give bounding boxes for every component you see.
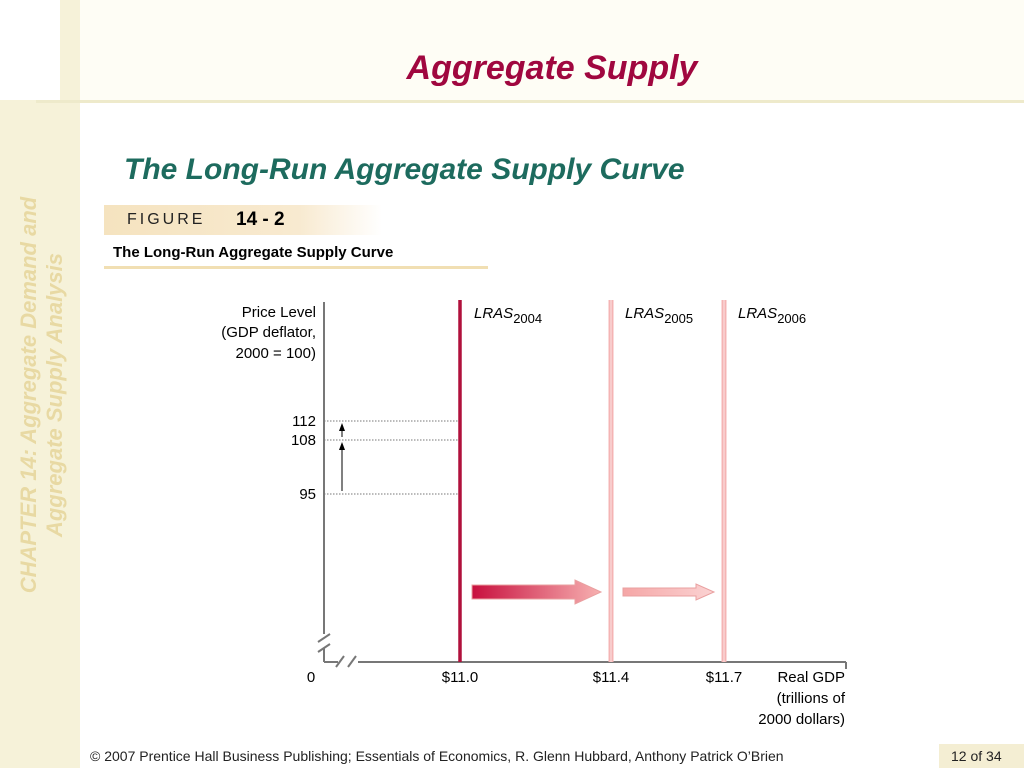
x-axis-label-line: (trillions of (777, 690, 846, 707)
y-tick-label: 108 (291, 432, 316, 449)
lras-label-2004: LRAS2004 (474, 305, 542, 326)
lras-label-2006: LRAS2006 (738, 305, 806, 326)
x-tick-label: $11.7 (706, 669, 742, 686)
title-band (80, 0, 1024, 103)
lras-label-2005: LRAS2005 (625, 305, 693, 326)
slide-subtitle: The Long-Run Aggregate Supply Curve (124, 153, 685, 186)
x-tick-label: $11.4 (593, 669, 629, 686)
lras-shift-arrow (622, 583, 716, 601)
slide-title: Aggregate Supply (406, 49, 698, 87)
lras-shift-arrow (471, 579, 603, 605)
y-tick-label: 112 (292, 413, 316, 430)
sidebar-top-box (0, 0, 60, 100)
figure-label-band (104, 205, 382, 235)
y-axis-label-line: (GDP deflator, (221, 324, 316, 341)
page-number: 12 of 34 (951, 748, 1002, 764)
x-axis-label-line: Real GDP (777, 669, 845, 686)
y-axis-break (317, 633, 331, 653)
y-tick-label: 95 (299, 486, 316, 503)
y-axis-label: Price Level (GDP deflator, 2000 = 100) (221, 304, 316, 362)
header-divider (36, 100, 1024, 103)
x-axis-break (335, 655, 357, 668)
page-number-box (939, 744, 1024, 768)
footer-copyright: © 2007 Prentice Hall Business Publishing… (90, 748, 784, 764)
sidebar (0, 0, 80, 768)
figure-caption: The Long-Run Aggregate Supply Curve (113, 244, 394, 261)
y-axis-label-line: 2000 = 100) (236, 345, 317, 362)
caption-divider (104, 266, 488, 269)
x-axis-label: Real GDP (trillions of 2000 dollars) (758, 669, 846, 728)
figure-label: FIGURE (127, 211, 206, 228)
y-axis-label-line: Price Level (242, 304, 316, 321)
origin-label: 0 (307, 669, 315, 686)
x-axis-label-line: 2000 dollars) (758, 711, 845, 728)
figure-number: 14 - 2 (236, 209, 285, 230)
x-tick-label: $11.0 (442, 669, 478, 686)
